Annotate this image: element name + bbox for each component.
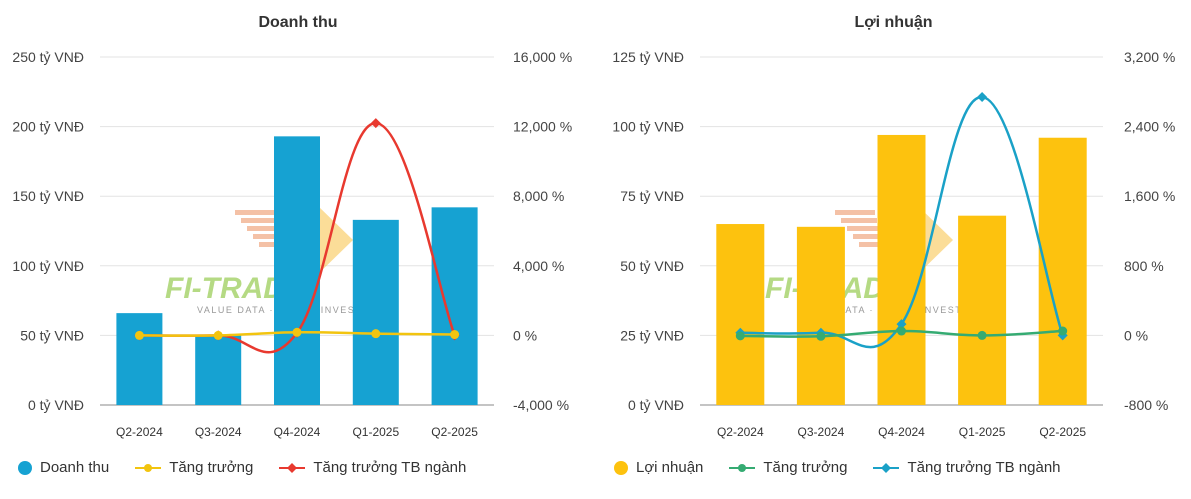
legend-label: Lợi nhuận: [636, 459, 704, 476]
legend-line-circle-icon: [135, 463, 162, 472]
y-left-tick-label: 0 tỷ VNĐ: [28, 397, 84, 413]
bar: [716, 224, 765, 405]
chart-title: Doanh thu: [258, 14, 338, 31]
line-point: [977, 92, 988, 103]
bar: [352, 219, 399, 405]
chart-title: Lợi nhuận: [854, 14, 933, 31]
watermark-stripe: [847, 226, 879, 231]
y-right-tick-label: 12,000 %: [513, 119, 572, 135]
revenue-chart: 0 tỷ VNĐ 50 tỷ VNĐ 100 tỷ VNĐ 150 tỷ VNĐ 200…: [12, 49, 572, 439]
legend-line-diamond-icon: [279, 462, 306, 473]
chart-legend: Doanh thu Tăng trưởng Tăng trưởng TB ngà…: [18, 459, 492, 476]
chart-legend: Lợi nhuận Tăng trưởng Tăng trưởng TB ngà…: [614, 459, 1087, 476]
y-right-tick-label: -800 %: [1124, 397, 1168, 413]
line-point: [816, 331, 826, 341]
y-right-tick-label: 0 %: [513, 327, 537, 343]
legend-label: Doanh thu: [40, 459, 110, 476]
x-tick-label: Q3-2024: [195, 425, 242, 439]
bar: [958, 215, 1007, 405]
x-tick-label: Q1-2025: [352, 425, 399, 439]
legend-circle-icon: [18, 460, 32, 475]
watermark-stripe: [259, 242, 283, 247]
legend-item-industry-growth[interactable]: Tăng trưởng TB ngành: [279, 459, 466, 476]
line-point: [213, 330, 223, 340]
y-left-tick-label: 150 tỷ VNĐ: [12, 188, 84, 204]
watermark-stripe: [247, 226, 279, 231]
watermark-stripe: [835, 210, 875, 215]
profit-chart: 0 tỷ VNĐ 25 tỷ VNĐ 50 tỷ VNĐ 75 tỷ VNĐ 100 t…: [612, 49, 1175, 439]
y-right-tick-label: 0 %: [1124, 327, 1148, 343]
profit-chart-panel: Lợi nhuận 0 tỷ VNĐ 25 tỷ VNĐ 50 tỷ VNĐ 75 t…: [596, 0, 1191, 499]
x-tick-label: Q3-2024: [798, 425, 845, 439]
y-right-tick-label: 8,000 %: [513, 188, 564, 204]
x-tick-label: Q2-2025: [1039, 425, 1086, 439]
watermark-stripe: [841, 218, 877, 223]
line-point: [977, 330, 987, 340]
line-point: [292, 327, 302, 337]
y-left-tick-label: 50 tỷ VNĐ: [20, 327, 84, 343]
x-tick-label: Q2-2024: [717, 425, 764, 439]
line-point: [370, 118, 381, 129]
y-left-tick-label: 50 tỷ VNĐ: [620, 258, 684, 274]
y-left-tick-label: 75 tỷ VNĐ: [620, 188, 684, 204]
y-right-tick-label: 2,400 %: [1124, 119, 1175, 135]
legend-item-revenue[interactable]: Doanh thu: [18, 459, 109, 476]
y-left-tick-label: 25 tỷ VNĐ: [620, 327, 684, 343]
y-right-tick-label: 800 %: [1124, 258, 1164, 274]
legend-label: Tăng trưởng: [169, 459, 254, 476]
x-tick-label: Q2-2025: [431, 425, 478, 439]
y-right-tick-label: 4,000 %: [513, 258, 564, 274]
legend-label: Tăng trưởng: [763, 459, 848, 476]
bar: [195, 335, 242, 405]
legend-line-diamond-icon: [873, 462, 900, 473]
x-tick-label: Q4-2024: [878, 425, 925, 439]
legend-circle-icon: [614, 460, 628, 475]
x-tick-label: Q2-2024: [116, 425, 163, 439]
legend-item-industry-growth[interactable]: Tăng trưởng TB ngành: [873, 459, 1061, 476]
line-point: [134, 330, 144, 340]
y-right-tick-label: -4,000 %: [513, 397, 569, 413]
legend-label: Tăng trưởng TB ngành: [313, 459, 467, 476]
y-left-tick-label: 100 tỷ VNĐ: [12, 258, 84, 274]
y-left-tick-label: 0 tỷ VNĐ: [628, 397, 684, 413]
y-left-tick-label: 100 tỷ VNĐ: [612, 119, 684, 135]
line-point: [450, 330, 460, 340]
line-point: [371, 329, 381, 339]
watermark-stripe: [853, 234, 881, 239]
legend-label: Tăng trưởng TB ngành: [907, 459, 1061, 476]
revenue-chart-panel: Doanh thu 0 tỷ VNĐ 50 tỷ VNĐ 100 tỷ VNĐ 150…: [12, 14, 572, 476]
y-right-tick-label: 16,000 %: [513, 49, 572, 65]
line-point: [735, 331, 745, 341]
legend-item-growth[interactable]: Tăng trưởng: [135, 459, 253, 476]
watermark-stripe: [253, 234, 281, 239]
line-point: [896, 319, 907, 330]
legend-item-profit[interactable]: Lợi nhuận: [614, 459, 703, 476]
x-tick-label: Q1-2025: [959, 425, 1006, 439]
bar: [274, 136, 320, 405]
line-point: [897, 326, 906, 336]
x-tick-label: Q4-2024: [274, 425, 321, 439]
bar: [431, 207, 478, 405]
bar: [116, 313, 163, 405]
line-point: [1058, 326, 1068, 336]
y-right-tick-label: 3,200 %: [1124, 49, 1175, 65]
watermark-stripe: [235, 210, 275, 215]
legend-line-circle-icon: [729, 463, 756, 472]
y-right-tick-label: 1,600 %: [1124, 188, 1175, 204]
watermark-stripe: [859, 242, 883, 247]
y-left-tick-label: 200 tỷ VNĐ: [12, 119, 84, 135]
bar: [877, 134, 926, 405]
y-left-tick-label: 125 tỷ VNĐ: [612, 49, 684, 65]
legend-item-growth[interactable]: Tăng trưởng: [729, 459, 847, 476]
y-left-tick-label: 250 tỷ VNĐ: [12, 49, 84, 65]
bar: [796, 226, 845, 405]
watermark-stripe: [241, 218, 277, 223]
